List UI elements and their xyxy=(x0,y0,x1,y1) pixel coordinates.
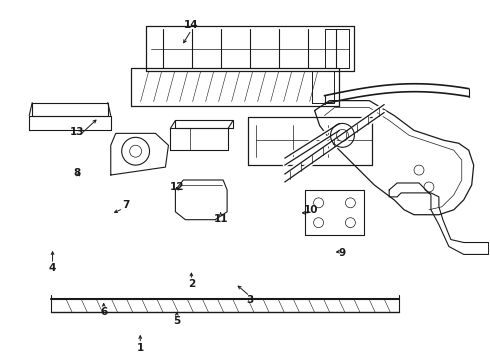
Polygon shape xyxy=(131,68,340,105)
Text: 9: 9 xyxy=(339,248,346,258)
Text: 5: 5 xyxy=(173,316,180,326)
Polygon shape xyxy=(175,121,233,129)
Polygon shape xyxy=(29,116,111,130)
Polygon shape xyxy=(305,190,365,235)
Polygon shape xyxy=(315,100,474,215)
Text: 4: 4 xyxy=(49,262,56,273)
Polygon shape xyxy=(171,129,228,150)
Text: 7: 7 xyxy=(122,200,129,210)
Polygon shape xyxy=(248,117,372,165)
Text: 10: 10 xyxy=(303,205,318,215)
Text: 6: 6 xyxy=(100,307,107,317)
Polygon shape xyxy=(175,180,227,220)
Text: 11: 11 xyxy=(213,214,228,224)
Polygon shape xyxy=(389,183,489,255)
Text: 8: 8 xyxy=(74,168,80,178)
Polygon shape xyxy=(146,26,354,71)
Text: 2: 2 xyxy=(188,279,195,289)
Text: 3: 3 xyxy=(246,295,253,305)
Text: 13: 13 xyxy=(70,127,84,137)
Text: 12: 12 xyxy=(170,182,184,192)
Polygon shape xyxy=(111,133,169,175)
Text: 14: 14 xyxy=(184,19,199,30)
Text: 1: 1 xyxy=(137,343,144,353)
Polygon shape xyxy=(32,103,108,116)
